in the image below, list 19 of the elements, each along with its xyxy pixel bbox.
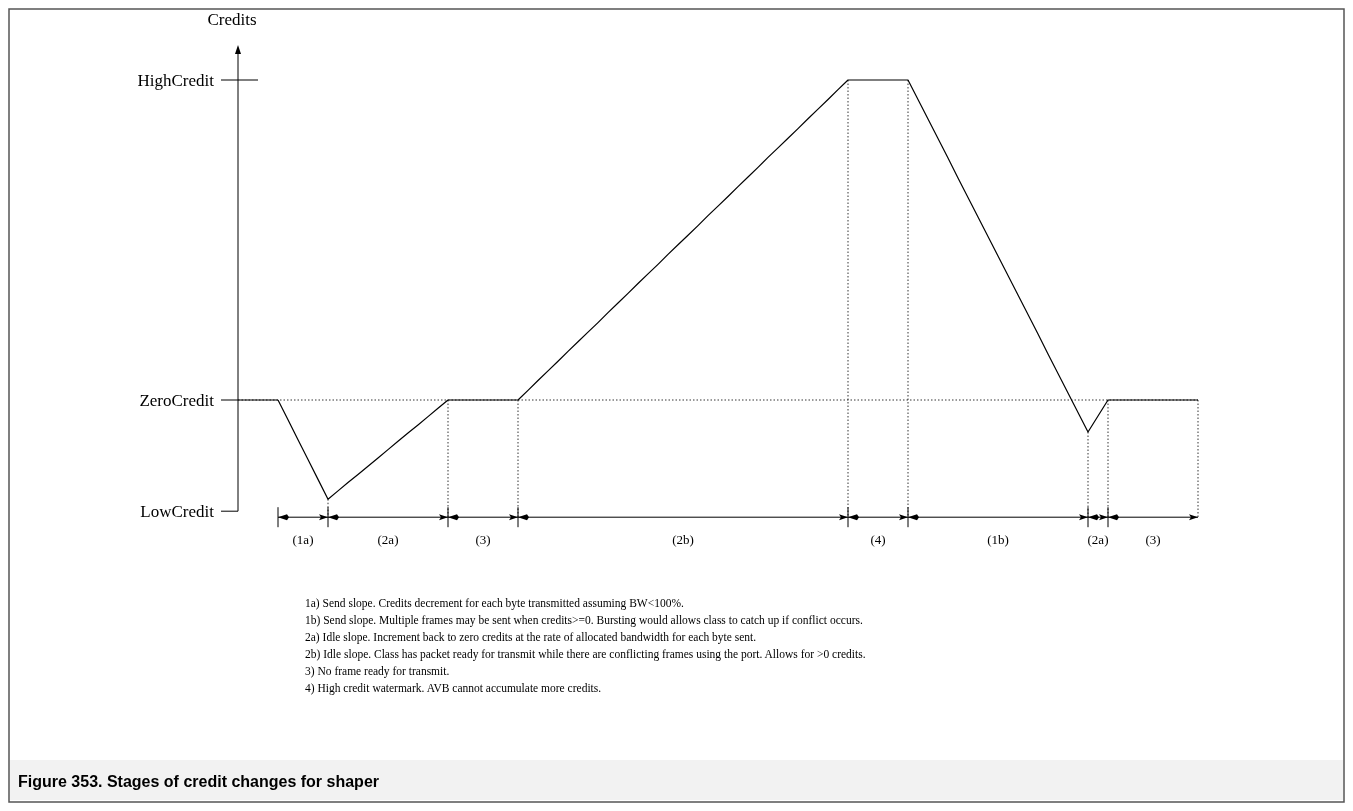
- text: (3): [1145, 532, 1161, 548]
- text: (3): [475, 532, 491, 548]
- text: (1b): [987, 532, 1009, 548]
- text: (1a): [292, 532, 314, 548]
- text: 1a) Send slope. Credits decrement for each byte transmitted assuming BW<100%.: [305, 597, 684, 610]
- text: (4): [870, 532, 886, 548]
- text: 4) High credit watermark. AVB cannot accumulate more credits.: [305, 682, 602, 695]
- text: (2a): [377, 532, 399, 548]
- text: Figure 353. Stages of credit changes for shaper: [18, 773, 379, 790]
- text: 2a) Idle slope. Increment back to zero credits at the rate of allocated bandwidth for each byte sent.: [305, 631, 757, 644]
- text: LowCredit: [140, 502, 215, 522]
- ref-line-label: ZeroCredit: [139, 390, 215, 410]
- text: (2b): [672, 532, 694, 548]
- text: (2a): [1087, 532, 1109, 548]
- text: 2b) Idle slope. Class has packet ready for transmit while there are conflicting frames using the port. Allows for >0 credits.: [305, 648, 866, 661]
- text: 1b) Send slope. Multiple frames may be sent when credits>=0. Bursting would allows class to catch up if conflict occurs.: [305, 614, 863, 627]
- text: HighCredit: [137, 70, 215, 90]
- y-axis-title: Credits: [207, 10, 257, 29]
- text: 3) No frame ready for transmit.: [305, 665, 450, 678]
